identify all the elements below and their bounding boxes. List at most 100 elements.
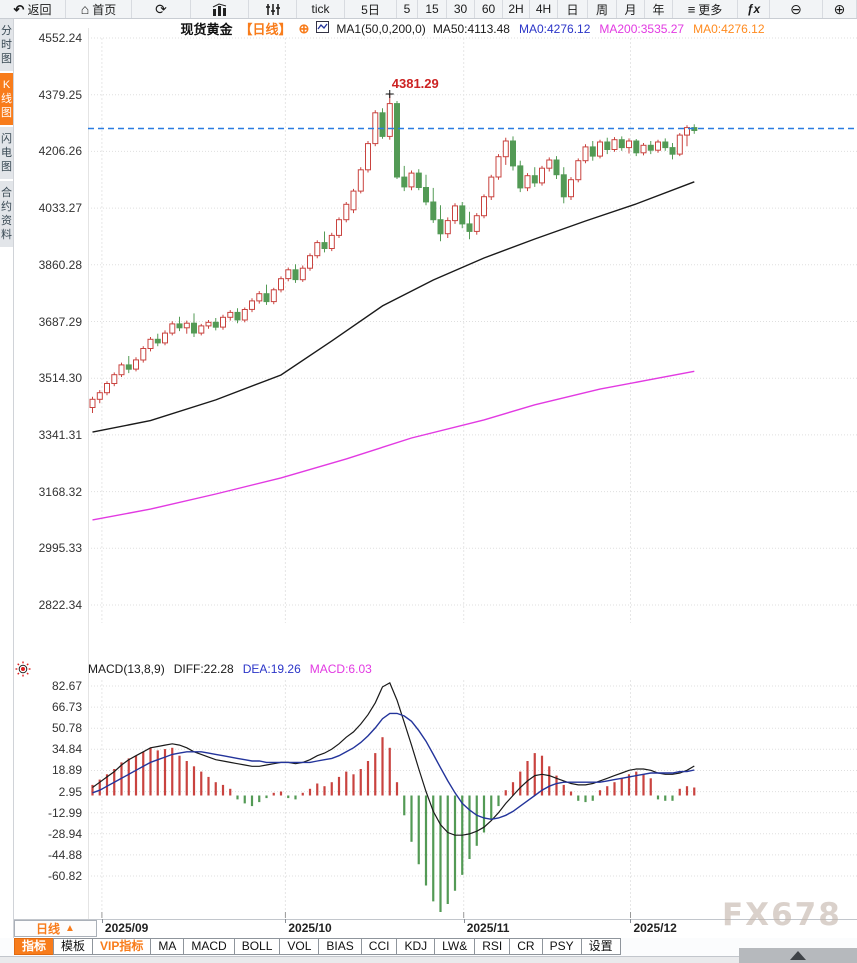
macd-settings-label: MACD(13,8,9) <box>88 662 165 676</box>
price-tick-label: 3514.30 <box>38 371 82 386</box>
svg-text:4381.29: 4381.29 <box>392 76 439 91</box>
zoom-out-icon: ⊖ <box>790 1 802 17</box>
price-tick-label: 3687.29 <box>38 314 82 329</box>
main-chart-svg[interactable]: 4381.29 <box>88 28 857 632</box>
toolbar-zoom-out-button[interactable]: ⊖ <box>770 0 823 18</box>
arrow-up-icon <box>790 951 806 960</box>
watermark: FX678 <box>722 897 842 933</box>
sidebar-tab-time-chart[interactable]: 分时图 <box>0 19 13 71</box>
add-symbol-icon[interactable]: ⊕ <box>298 21 310 36</box>
back-arrow-icon: ↶ <box>13 1 25 17</box>
indicator-button-cr[interactable]: CR <box>509 938 543 955</box>
ma-value-label: MA0:4276.12 <box>693 21 765 36</box>
toolbar-15m-button[interactable]: 15 <box>418 0 447 18</box>
price-tick-label: 2822.34 <box>38 598 82 612</box>
bar-chart-icon <box>212 2 228 16</box>
macd-chart-svg[interactable] <box>88 680 857 918</box>
toolbar-home-button[interactable]: ⌂ 首页 <box>66 0 132 18</box>
toolbar-4h-button[interactable]: 4H <box>530 0 558 18</box>
indicator-button-vip-indicators[interactable]: VIP指标 <box>92 938 152 955</box>
macd-value-label: DIFF:22.28 <box>173 662 234 676</box>
chart-header: 现货黄金 【日线】 ⊕ MA1(50,0,200,0) MA50:4113.48… <box>88 20 857 37</box>
toolbar-yearly-button[interactable]: 年 <box>645 0 673 18</box>
toolbar-zoom-in-button[interactable]: ⊕ <box>823 0 857 18</box>
horizontal-scrollbar[interactable] <box>0 957 857 963</box>
fx-icon: ƒx <box>746 2 761 16</box>
macd-tick-label: 2.95 <box>58 784 82 799</box>
ma-value-label: MA0:4276.12 <box>518 21 591 36</box>
refresh-icon: ⟳ <box>155 1 167 17</box>
zoom-in-icon: ⊕ <box>833 1 846 17</box>
sidebar-tab-lightning-chart[interactable]: 闪电图 <box>0 127 13 179</box>
period-selector[interactable]: 日线 ▲ <box>14 920 97 937</box>
macd-value-label: DEA:19.26 <box>242 662 301 676</box>
toolbar-more-button[interactable]: ≡ 更多 <box>673 0 738 18</box>
toolbar-weekly-button[interactable]: 周 <box>588 0 617 18</box>
indicator-button-templates[interactable]: 模板 <box>53 938 94 955</box>
macd-values: DIFF:22.28 DEA:19.26 MACD:6.03 <box>174 662 372 676</box>
indicator-button-macd[interactable]: MACD <box>183 938 235 955</box>
indicator-settings-icon[interactable] <box>15 661 31 677</box>
indicator-button-boll[interactable]: BOLL <box>233 938 281 955</box>
triangle-up-icon: ▲ <box>65 923 75 934</box>
toolbar-5m-button[interactable]: 5 <box>397 0 418 18</box>
indicator-button-ma[interactable]: MA <box>150 938 185 955</box>
indicator-button-psy[interactable]: PSY <box>541 938 582 955</box>
x-axis-label: 2025/11 <box>466 921 510 935</box>
price-tick-label: 4033.27 <box>38 201 82 216</box>
x-axis-label: 2025/10 <box>288 921 332 935</box>
macd-tick-label: -28.94 <box>47 826 82 841</box>
toolbar-monthly-button[interactable]: 月 <box>617 0 645 18</box>
indicator-button-rsi[interactable]: RSI <box>474 938 511 955</box>
toolbar-tick-button[interactable]: tick <box>297 0 345 18</box>
macd-tick-label: 66.73 <box>51 700 82 715</box>
toolbar-daily-button[interactable]: 日 <box>558 0 588 18</box>
x-axis-label: 2025/12 <box>633 921 677 935</box>
toolbar-30m-button[interactable]: 30 <box>447 0 475 18</box>
indicator-button-lwr[interactable]: LW& <box>434 938 476 955</box>
scroll-up-control[interactable] <box>739 948 857 963</box>
indicator-button-bias[interactable]: BIAS <box>318 938 362 955</box>
menu-icon: ≡ <box>687 1 696 17</box>
macd-tick-label: -44.88 <box>47 847 82 862</box>
price-tick-label: 3341.31 <box>38 427 82 442</box>
toolbar-back-button[interactable]: ↶ 返回 <box>0 0 66 18</box>
price-tick-label: 3860.28 <box>38 257 82 272</box>
macd-tick-label: 18.89 <box>51 763 82 778</box>
ma-value-label: MA50:4113.48 <box>432 21 510 36</box>
toolbar-fx-indicators-button[interactable]: ƒx <box>738 0 770 18</box>
macd-tick-label: 34.84 <box>51 742 82 757</box>
toolbar-equalizer-button[interactable] <box>249 0 297 18</box>
toolbar-60m-button[interactable]: 60 <box>475 0 503 18</box>
price-tick-label: 2995.33 <box>38 541 82 556</box>
macd-tick-label: 82.67 <box>51 679 82 693</box>
macd-value-label: MACD:6.03 <box>309 662 372 676</box>
price-tick-label: 3168.32 <box>38 484 82 499</box>
sidebar-tab-kline-chart[interactable]: K线图 <box>0 73 13 125</box>
macd-header: MACD(13,8,9) DIFF:22.28 DEA:19.26 MACD:6.0… <box>88 661 372 677</box>
toolbar-refresh-button[interactable]: ⟳ <box>132 0 191 18</box>
home-icon: ⌂ <box>80 1 90 17</box>
period-tag[interactable]: 【日线】 <box>239 22 292 37</box>
sidebar-tab-contract-info[interactable]: 合约资料 <box>0 181 13 247</box>
price-tick-label: 4206.26 <box>38 144 82 159</box>
indicator-button-kdj[interactable]: KDJ <box>396 938 436 955</box>
ma-values: MA50:4113.48 MA0:4276.12 MA200:3535.27 MA0:… <box>433 22 765 36</box>
indicator-button-settings[interactable]: 设置 <box>580 938 621 955</box>
x-axis-tick <box>630 919 632 923</box>
left-sidebar: 分时图 K线图闪电图合约资料 <box>0 19 14 957</box>
toolbar-2h-button[interactable]: 2H <box>503 0 530 18</box>
indicator-button-indicators[interactable]: 指标 <box>14 938 55 955</box>
indicator-button-vol[interactable]: VOL <box>279 938 320 955</box>
macd-tick-label: 50.78 <box>51 721 82 736</box>
sliders-icon <box>265 3 281 16</box>
indicator-button-cci[interactable]: CCI <box>360 938 398 955</box>
toolbar-chart-style-button[interactable] <box>191 0 249 18</box>
x-axis-label: 2025/09 <box>104 921 149 935</box>
axis-divider <box>88 28 89 919</box>
toolbar-5d-button[interactable]: 5日 <box>345 0 397 18</box>
top-toolbar: ↶ 返回 ⌂ 首页 ⟳ tick 5日 5 15 30 60 2H 4H 日周月年 ≡ 更多 ƒx ⊖ ⊕ <box>0 0 857 19</box>
x-axis-row <box>0 919 857 938</box>
symbol-name: 现货黄金 <box>180 22 233 37</box>
